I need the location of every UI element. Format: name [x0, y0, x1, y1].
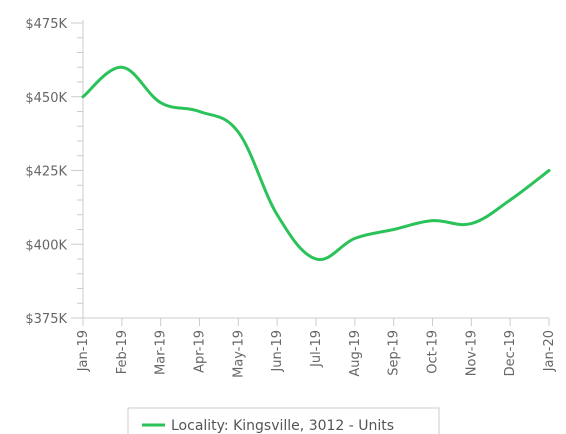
y-tick-label: $400K: [25, 238, 67, 253]
y-tick-label: $475K: [25, 17, 67, 32]
x-tick-label: Sep-19: [387, 330, 402, 376]
y-tick-label: $450K: [25, 91, 67, 106]
legend[interactable]: Locality: Kingsville, 3012 - Units: [127, 407, 440, 434]
x-tick-label: Nov-19: [464, 330, 479, 376]
y-axis: $375K $400K $425K $450K $475K: [25, 17, 84, 327]
x-tick-label: Aug-19: [348, 330, 363, 377]
x-tick-label: Mar-19: [154, 330, 169, 375]
x-tick-label: Jan-20: [542, 330, 557, 372]
series-layer: [81, 65, 551, 262]
y-tick-label: $375K: [25, 312, 67, 327]
x-tick-label: Apr-19: [193, 330, 208, 373]
legend-label: Locality: Kingsville, 3012 - Units: [171, 418, 394, 434]
x-tick-label: Jun-19: [270, 330, 285, 373]
x-axis: Jan-19 Feb-19 Mar-19 Apr-19 May-19 Jun-19 Jul-…: [76, 317, 557, 378]
x-tick-label: Dec-19: [503, 330, 518, 376]
x-tick-label: Oct-19: [426, 330, 441, 374]
x-tick-label: Jan-19: [76, 330, 91, 372]
x-tick-label: Feb-19: [115, 330, 130, 374]
x-tick-label: Jul-19: [309, 330, 324, 368]
series-line: [81, 65, 551, 262]
x-tick-label: May-19: [231, 330, 246, 378]
legend-box: [127, 407, 440, 434]
y-tick-label: $425K: [25, 165, 67, 180]
